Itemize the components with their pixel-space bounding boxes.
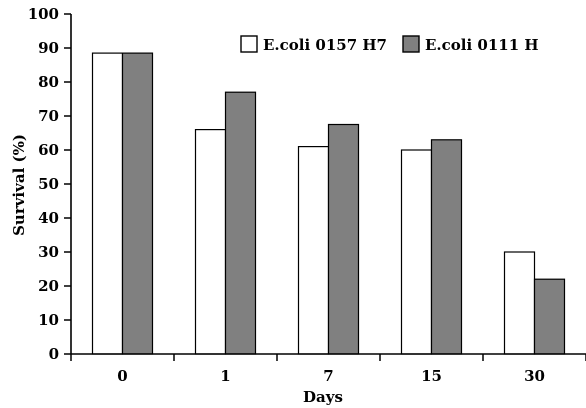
plot-area	[91, 52, 566, 355]
x-tick-label: 7	[323, 367, 333, 385]
legend: E.coli 0157 H7 E.coli 0111 H	[240, 35, 539, 54]
legend-label-series1: E.coli 0157 H7	[263, 36, 387, 54]
legend-label-series2: E.coli 0111 H	[425, 36, 539, 54]
bar-series1-day-0	[91, 52, 124, 355]
y-tick-label: 90	[38, 39, 59, 57]
x-tick-label: 15	[421, 367, 442, 385]
bar-series2-day-0	[121, 52, 154, 355]
y-axis: 0 10 20 30 40 50 60 70 80 90 100	[28, 5, 72, 363]
bar-series2-day-15	[430, 139, 463, 355]
bar-series2-day-30	[533, 278, 566, 355]
x-tick-label: 30	[524, 367, 545, 385]
bar-series1-day-30	[503, 251, 536, 355]
y-tick-label: 20	[38, 277, 59, 295]
bar-series1-day-1	[194, 129, 227, 355]
legend-swatch-series2	[402, 35, 420, 53]
bar-series2-day-7	[327, 123, 360, 355]
x-tick-label: 1	[220, 367, 230, 385]
y-tick-label: 40	[38, 209, 59, 227]
y-tick-label: 70	[38, 107, 59, 125]
bar-series1-day-7	[297, 146, 330, 355]
x-axis: 0 1 7 15 30	[70, 353, 586, 385]
x-tick-label: 0	[117, 367, 127, 385]
y-tick-label: 0	[49, 345, 59, 363]
y-tick-label: 10	[38, 311, 59, 329]
bar-series1-day-15	[400, 149, 433, 355]
y-tick-label: 30	[38, 243, 59, 261]
y-tick-label: 60	[38, 141, 59, 159]
y-tick-label: 100	[28, 5, 59, 23]
bar-series2-day-1	[224, 91, 257, 355]
legend-swatch-series1	[240, 35, 258, 53]
y-tick-label: 50	[38, 175, 59, 193]
y-axis-title: Survival (%)	[10, 134, 28, 236]
y-tick-label: 80	[38, 73, 59, 91]
x-axis-title: Days	[303, 388, 343, 406]
